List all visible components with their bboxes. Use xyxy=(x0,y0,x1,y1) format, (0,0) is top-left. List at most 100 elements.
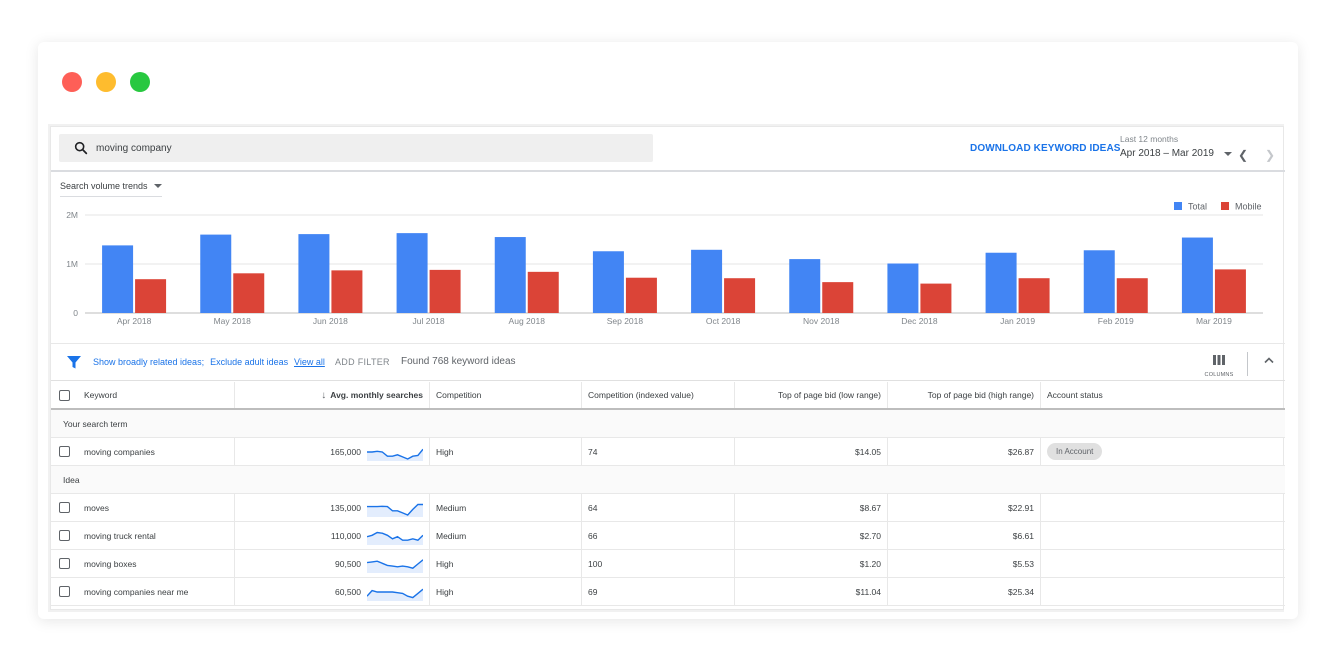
bar-mobile xyxy=(724,278,756,313)
bid-high-cell: $25.34 xyxy=(1008,586,1034,597)
chevron-left-icon[interactable]: ❮ xyxy=(1238,148,1249,162)
column-header-bid-high[interactable]: Top of page bid (high range) xyxy=(927,390,1034,400)
keyword-cell: moves xyxy=(84,502,110,513)
chevron-up-icon[interactable] xyxy=(1264,356,1274,364)
chevron-right-icon[interactable]: ❯ xyxy=(1265,148,1276,162)
row-checkbox[interactable] xyxy=(59,586,70,597)
bar-total xyxy=(1083,250,1115,313)
x-tick-label: Dec 2018 xyxy=(901,316,938,326)
select-all-checkbox[interactable] xyxy=(59,389,70,401)
filter-icon[interactable] xyxy=(67,356,81,369)
legend-swatch xyxy=(1221,202,1229,210)
legend-swatch xyxy=(1174,202,1182,210)
bid-low-cell: $1.20 xyxy=(859,558,881,569)
y-tick-label: 2M xyxy=(66,210,78,220)
table-row: moving boxes 90,500 High 100 $1.20 $5.53 xyxy=(51,550,1285,578)
add-filter-button[interactable]: ADD FILTER xyxy=(335,357,390,367)
row-checkbox[interactable] xyxy=(59,530,70,541)
legend-label: Total xyxy=(1188,202,1207,212)
maximize-window-button[interactable] xyxy=(130,72,150,92)
app-window: DOWNLOAD KEYWORD IDEAS Last 12 months Ap… xyxy=(38,42,1298,619)
search-volume-trends-dropdown[interactable]: Search volume trends xyxy=(60,181,162,197)
row-checkbox[interactable] xyxy=(59,446,70,457)
search-volume-chart: 0 1M 2M Apr 2018 May 2018 Jun 2018 Jul 2018 Aug… xyxy=(66,202,1263,326)
competition-cell: Medium xyxy=(436,502,467,513)
broadly-related-filter-link[interactable]: Show broadly related ideas; xyxy=(93,357,205,367)
keyword-cell: moving truck rental xyxy=(84,530,156,541)
table-row: moving companies near me 60,500 High 69 $11.… xyxy=(51,578,1285,606)
search-input[interactable] xyxy=(96,142,596,154)
column-header-competition-index[interactable]: Competition (indexed value) xyxy=(588,390,694,400)
sparkline-line xyxy=(367,558,423,569)
x-tick-label: Mar 2019 xyxy=(1196,316,1232,326)
keyword-cell: moving companies near me xyxy=(84,586,189,597)
bar-mobile xyxy=(331,270,363,313)
column-header-keyword[interactable]: Keyword xyxy=(84,390,118,400)
competition-cell: High xyxy=(436,586,454,597)
minimize-window-button[interactable] xyxy=(96,72,116,92)
table-row: moving companies 165,000 High 74 $14.05 … xyxy=(51,438,1285,466)
divider xyxy=(51,170,1285,172)
group-header-ideas: Idea xyxy=(51,466,1285,494)
keyword-planner-panel: DOWNLOAD KEYWORD IDEAS Last 12 months Ap… xyxy=(50,126,1285,610)
bar-mobile xyxy=(920,283,952,313)
column-header-bid-low[interactable]: Top of page bid (low range) xyxy=(777,390,881,400)
legend-label: Mobile xyxy=(1235,202,1262,212)
keyword-cell: moving companies xyxy=(84,446,155,457)
bar-total xyxy=(592,251,624,313)
bid-high-cell: $22.91 xyxy=(1008,502,1034,513)
found-count: Found 768 keyword ideas xyxy=(401,356,516,367)
sparkline-line xyxy=(367,588,423,598)
bar-mobile xyxy=(233,273,265,313)
bid-high-cell: $6.61 xyxy=(1012,530,1034,541)
date-range-value: Apr 2018 – Mar 2019 xyxy=(1120,148,1214,159)
bid-low-cell: $14.05 xyxy=(855,446,881,457)
trend-sparkline xyxy=(367,448,423,461)
avg-searches-cell: 165,000 xyxy=(330,446,361,457)
bar-mobile xyxy=(1116,278,1148,313)
columns-button[interactable]: COLUMNS xyxy=(1204,352,1234,378)
row-checkbox[interactable] xyxy=(59,558,70,569)
exclude-adult-filter-link[interactable]: Exclude adult ideas xyxy=(210,357,289,367)
group-header-search-term: Your search term xyxy=(51,410,1285,438)
row-checkbox[interactable] xyxy=(59,502,70,513)
dropdown-arrow-icon xyxy=(1224,151,1232,156)
x-tick-label: Oct 2018 xyxy=(706,316,741,326)
keyword-table: Keyword ↓ Avg. monthly searches Competit… xyxy=(51,382,1285,606)
avg-searches-cell: 90,500 xyxy=(335,558,361,569)
view-all-link[interactable]: View all xyxy=(294,357,325,367)
bar-mobile xyxy=(135,279,167,313)
bar-mobile xyxy=(429,269,461,313)
y-tick-label: 1M xyxy=(66,259,78,269)
bid-low-cell: $11.04 xyxy=(855,586,881,597)
competition-cell: High xyxy=(436,446,454,457)
bar-total xyxy=(102,245,134,313)
bar-mobile xyxy=(625,277,657,313)
bar-total xyxy=(396,233,428,313)
bar-total xyxy=(789,259,821,313)
x-tick-label: Apr 2018 xyxy=(117,316,152,326)
avg-searches-cell: 110,000 xyxy=(330,530,361,541)
sparkline-area xyxy=(367,532,423,545)
column-header-account-status[interactable]: Account status xyxy=(1047,390,1103,400)
sparkline-line xyxy=(367,531,423,541)
download-keyword-ideas-button[interactable]: DOWNLOAD KEYWORD IDEAS xyxy=(970,143,1121,154)
trends-label: Search volume trends xyxy=(60,181,148,191)
search-bar[interactable] xyxy=(59,134,653,162)
bar-mobile xyxy=(822,282,854,313)
table-row: moves 135,000 Medium 64 $8.67 $22.91 xyxy=(51,494,1285,522)
bar-mobile xyxy=(1018,278,1050,313)
column-header-competition[interactable]: Competition xyxy=(436,390,482,400)
column-header-avg-monthly-searches[interactable]: Avg. monthly searches xyxy=(330,390,423,400)
bar-total xyxy=(494,237,526,313)
table-row: moving truck rental 110,000 Medium 66 $2.70 $… xyxy=(51,522,1285,550)
table-header: Keyword ↓ Avg. monthly searches Competit… xyxy=(51,382,1285,410)
bar-mobile xyxy=(1214,269,1246,313)
x-tick-label: Feb 2019 xyxy=(1098,316,1134,326)
search-icon xyxy=(74,141,88,155)
window-controls xyxy=(62,72,150,92)
close-window-button[interactable] xyxy=(62,72,82,92)
competition-index-cell: 100 xyxy=(588,558,603,569)
date-range-selector[interactable]: Last 12 months Apr 2018 – Mar 2019 xyxy=(1120,134,1232,159)
keyword-cell: moving boxes xyxy=(84,558,137,569)
